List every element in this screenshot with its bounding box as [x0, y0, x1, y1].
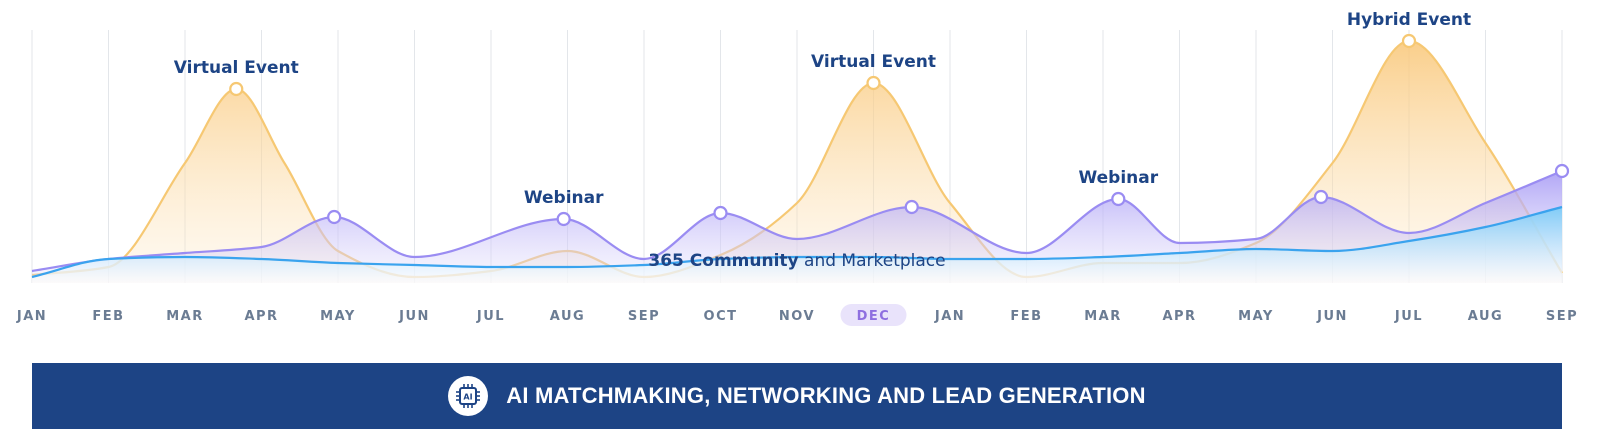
peak-label: Webinar — [1078, 168, 1158, 188]
webinar-marker — [556, 211, 571, 227]
webinar-marker — [713, 205, 728, 221]
x-axis: JAN FEB MAR APR MAY JUN JUL AUG SEP OCT NOV DEC JAN F… — [16, 304, 1578, 326]
x-tick-label: SEP — [628, 309, 660, 324]
webinar-marker — [1111, 191, 1126, 207]
event-peak-marker — [866, 75, 881, 91]
webinar-marker — [904, 199, 919, 215]
peak-label: Webinar — [524, 188, 604, 208]
x-tick-label: JUL — [476, 309, 505, 324]
x-tick-label: JAN — [934, 309, 965, 324]
x-tick-label: FEB — [1010, 309, 1042, 324]
event-peak-marker — [229, 81, 244, 97]
x-tick-label: APR — [1162, 309, 1196, 324]
peak-markers — [229, 33, 1570, 227]
community-area — [32, 207, 1562, 283]
community-line — [31, 205, 1563, 279]
events-line — [31, 39, 1563, 279]
x-tick-label: MAR — [166, 309, 204, 324]
webinar-marker — [1554, 163, 1570, 179]
x-tick-label: JUL — [1394, 309, 1423, 324]
peak-label: Virtual Event — [174, 58, 299, 78]
x-tick-label: SEP — [1546, 309, 1578, 324]
webinar-marker — [1313, 189, 1329, 205]
x-tick-label: JUN — [398, 309, 430, 324]
x-tick-label: MAR — [1084, 309, 1122, 324]
x-tick-label: JAN — [16, 309, 47, 324]
band-label-strong: 365 Community — [648, 251, 798, 271]
svg-text:AI: AI — [464, 393, 473, 402]
ai-matchmaking-banner: AI AI MATCHMAKING, NETWORKING AND LEAD G… — [32, 363, 1562, 429]
x-tick-label: AUG — [1468, 309, 1503, 324]
ai-chip-icon: AI — [448, 376, 489, 416]
peak-label: Virtual Event — [811, 52, 936, 72]
x-tick-label: NOV — [779, 309, 815, 324]
x-tick-label: MAY — [1238, 309, 1274, 324]
x-tick-label: MAY — [320, 309, 356, 324]
peak-labels: Virtual Event Webinar Virtual Event Webinar… — [174, 10, 1471, 208]
x-tick-label: DEC — [857, 309, 891, 324]
x-tick-label: OCT — [704, 309, 738, 324]
x-tick-label: APR — [244, 309, 278, 324]
webinar-marker — [327, 209, 342, 225]
banner-title: AI MATCHMAKING, NETWORKING AND LEAD GENE… — [506, 383, 1146, 408]
x-tick-label: JUN — [1316, 309, 1348, 324]
band-label-rest: and Marketplace — [799, 251, 946, 271]
event-peak-marker — [1401, 33, 1417, 49]
x-tick-label: AUG — [550, 309, 585, 324]
timeline-chart: Virtual Event Webinar Virtual Event Webinar… — [16, 10, 1578, 326]
highlight-pill — [840, 304, 907, 326]
peak-label: Hybrid Event — [1347, 10, 1471, 30]
x-tick-label: FEB — [92, 309, 124, 324]
community-band-label: 365 Community and Marketplace — [648, 251, 945, 271]
